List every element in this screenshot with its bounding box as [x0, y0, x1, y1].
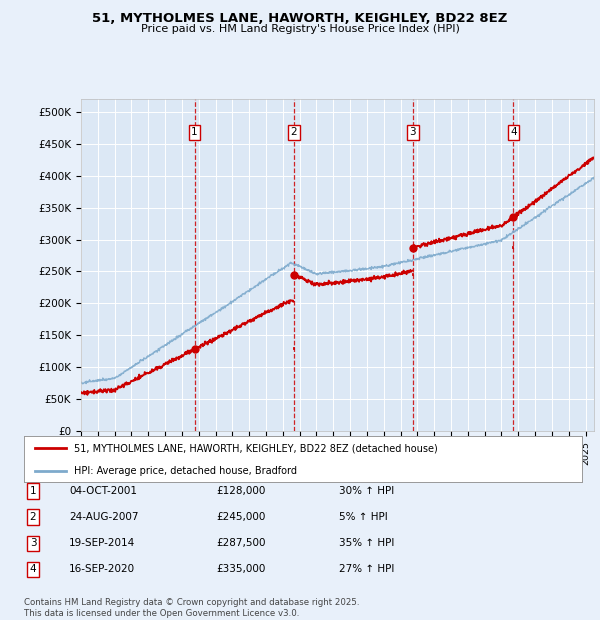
Text: 19-SEP-2014: 19-SEP-2014: [69, 538, 135, 548]
Text: 3: 3: [29, 538, 37, 548]
Text: 35% ↑ HPI: 35% ↑ HPI: [339, 538, 394, 548]
Text: £287,500: £287,500: [216, 538, 265, 548]
Text: 2: 2: [290, 127, 297, 138]
Text: 1: 1: [191, 127, 198, 138]
Text: 4: 4: [510, 127, 517, 138]
Text: 16-SEP-2020: 16-SEP-2020: [69, 564, 135, 574]
Text: 51, MYTHOLMES LANE, HAWORTH, KEIGHLEY, BD22 8EZ (detached house): 51, MYTHOLMES LANE, HAWORTH, KEIGHLEY, B…: [74, 443, 438, 453]
Text: 24-AUG-2007: 24-AUG-2007: [69, 512, 139, 522]
Text: 04-OCT-2001: 04-OCT-2001: [69, 486, 137, 496]
Text: 51, MYTHOLMES LANE, HAWORTH, KEIGHLEY, BD22 8EZ: 51, MYTHOLMES LANE, HAWORTH, KEIGHLEY, B…: [92, 12, 508, 25]
Text: 2: 2: [29, 512, 37, 522]
Text: 3: 3: [409, 127, 416, 138]
Text: £335,000: £335,000: [216, 564, 265, 574]
Text: 27% ↑ HPI: 27% ↑ HPI: [339, 564, 394, 574]
Text: Contains HM Land Registry data © Crown copyright and database right 2025.
This d: Contains HM Land Registry data © Crown c…: [24, 598, 359, 618]
Text: 30% ↑ HPI: 30% ↑ HPI: [339, 486, 394, 496]
Text: HPI: Average price, detached house, Bradford: HPI: Average price, detached house, Brad…: [74, 466, 297, 476]
Text: £128,000: £128,000: [216, 486, 265, 496]
Text: 1: 1: [29, 486, 37, 496]
Text: Price paid vs. HM Land Registry's House Price Index (HPI): Price paid vs. HM Land Registry's House …: [140, 24, 460, 33]
Text: 4: 4: [29, 564, 37, 574]
Text: 5% ↑ HPI: 5% ↑ HPI: [339, 512, 388, 522]
Text: £245,000: £245,000: [216, 512, 265, 522]
